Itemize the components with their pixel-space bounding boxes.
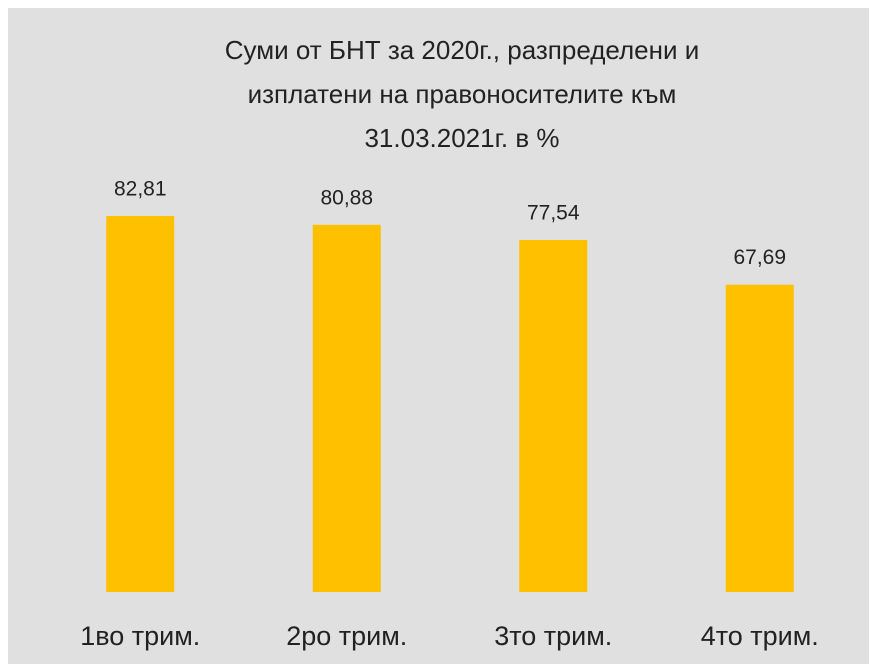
x-tick-label: 4то трим. (701, 621, 819, 651)
chart-title: Суми от БНТ за 2020г., разпределени и (225, 35, 700, 65)
chart-title: 31.03.2021г. в % (364, 123, 559, 153)
bar (725, 284, 794, 592)
data-label: 77,54 (527, 202, 580, 225)
bar (106, 216, 175, 592)
bar (519, 239, 588, 593)
data-label: 82,81 (114, 178, 167, 201)
data-label: 67,69 (733, 246, 786, 269)
x-tick-label: 3то трим. (494, 621, 612, 651)
chart-title: изплатени на правоносителите към (248, 79, 677, 109)
x-tick-label: 2ро трим. (286, 621, 407, 651)
data-label: 80,88 (320, 186, 373, 209)
x-tick-label: 1во трим. (80, 621, 200, 651)
bar (312, 224, 381, 592)
